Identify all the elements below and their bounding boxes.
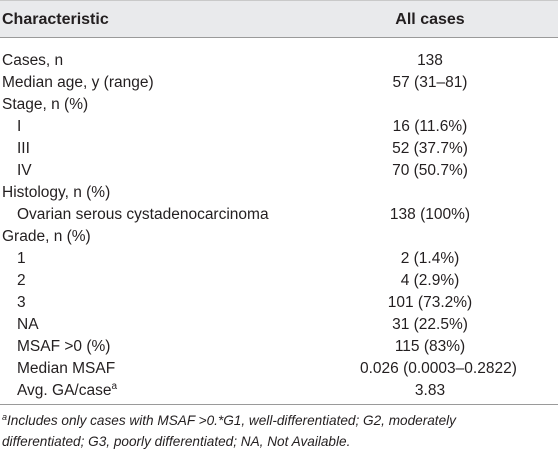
table-footnote: aIncludes only cases with MSAF >0.*G1, w…	[2, 410, 552, 452]
row-label: 1	[17, 250, 26, 267]
footnote-marker: a	[111, 381, 118, 392]
row-label: I	[17, 118, 22, 135]
row-label: IV	[17, 162, 32, 179]
table-header: Characteristic All cases	[0, 0, 558, 38]
table-bottom-rule	[0, 404, 558, 405]
table-row: 3 101 (73.2%)	[0, 292, 558, 314]
row-label: Ovarian serous cystadenocarcinoma	[17, 206, 269, 223]
row-label: NA	[17, 316, 39, 333]
table-row: 2 4 (2.9%)	[0, 270, 558, 292]
row-label-wrapper: Avg. GA/casea	[17, 380, 117, 402]
row-label: Median age, y (range)	[2, 74, 154, 91]
table-row: Grade, n (%)	[0, 226, 558, 248]
row-label: MSAF >0 (%)	[17, 338, 111, 355]
row-value: 4 (2.9%)	[400, 272, 460, 289]
row-value: 3.83	[414, 382, 446, 399]
header-characteristic: Characteristic	[2, 11, 109, 28]
table-row: Histology, n (%)	[0, 182, 558, 204]
table-row: IV 70 (50.7%)	[0, 160, 558, 182]
row-label: Avg. GA/case	[17, 382, 112, 399]
row-value: 52 (37.7%)	[392, 140, 468, 157]
footnote-marker: a	[2, 412, 8, 422]
row-label: Histology, n (%)	[2, 184, 111, 201]
row-label: Cases, n	[2, 52, 64, 69]
row-value: 0.026 (0.0003–0.2822)	[360, 360, 517, 377]
row-label: Grade, n (%)	[2, 228, 91, 245]
table-row: I 16 (11.6%)	[0, 116, 558, 138]
row-value: 70 (50.7%)	[392, 162, 468, 179]
table-row: Median MSAF 0.026 (0.0003–0.2822)	[0, 358, 558, 380]
footnote-text-1: Includes only cases with MSAF >0.*G1, we…	[7, 413, 456, 428]
row-value: 115 (83%)	[394, 338, 466, 355]
table-row: Cases, n 138	[0, 50, 558, 72]
row-value: 138 (100%)	[389, 206, 471, 223]
row-value: 101 (73.2%)	[387, 294, 473, 311]
table-row: Median age, y (range) 57 (31–81)	[0, 72, 558, 94]
header-divider	[0, 37, 558, 38]
row-label: III	[17, 140, 30, 157]
row-label: 2	[17, 272, 26, 289]
row-value: 57 (31–81)	[392, 74, 468, 91]
row-value: 138	[417, 52, 443, 69]
row-label: Median MSAF	[17, 360, 116, 377]
table-row: MSAF >0 (%) 115 (83%)	[0, 336, 558, 358]
row-value: 31 (22.5%)	[392, 316, 468, 333]
row-value: 2 (1.4%)	[400, 250, 460, 267]
footnote-line-1: aIncludes only cases with MSAF >0.*G1, w…	[2, 410, 552, 431]
table-row: III 52 (37.7%)	[0, 138, 558, 160]
row-value: 16 (11.6%)	[392, 118, 468, 135]
table-row: 1 2 (1.4%)	[0, 248, 558, 270]
row-label: Stage, n (%)	[2, 96, 89, 113]
header-all-cases: All cases	[395, 11, 465, 28]
table-row: Ovarian serous cystadenocarcinoma 138 (1…	[0, 204, 558, 226]
table-row: NA 31 (22.5%)	[0, 314, 558, 336]
row-label: 3	[17, 294, 26, 311]
table-row: Avg. GA/casea 3.83	[0, 380, 558, 402]
table-row: Stage, n (%)	[0, 94, 558, 116]
footnote-line-2: differentiated; G3, poorly differentiate…	[2, 434, 351, 449]
